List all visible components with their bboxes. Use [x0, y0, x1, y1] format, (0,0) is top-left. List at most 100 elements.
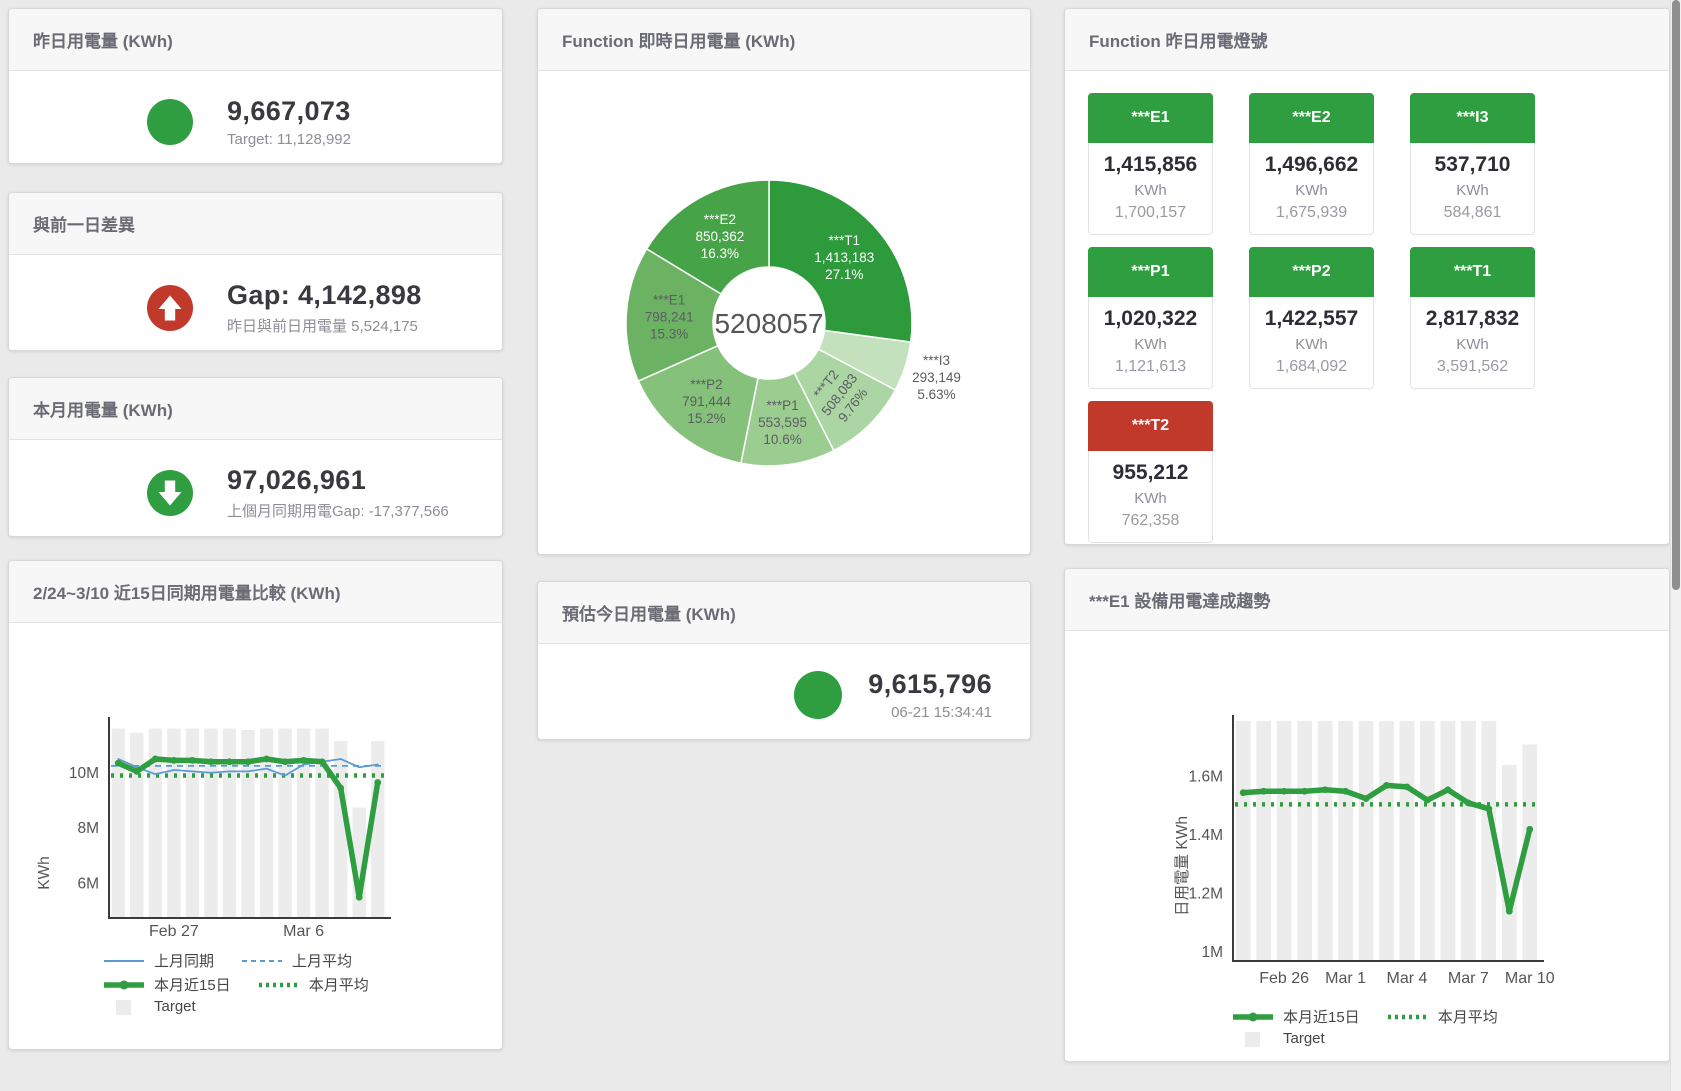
tile-unit: KWh	[1134, 336, 1167, 353]
x-tick-label: Mar 7	[1448, 970, 1489, 987]
data-point	[133, 768, 141, 775]
kpi-row: 97,026,961 上個月同期用電Gap: -17,377,566	[9, 440, 502, 546]
data-point	[1424, 796, 1431, 804]
target-bar	[1379, 721, 1394, 960]
legend-swatch-icon	[1387, 1014, 1428, 1019]
tile-unit: KWh	[1456, 182, 1489, 199]
card-title: 本月用電量 (KWh)	[9, 378, 502, 440]
target-bar	[111, 728, 125, 917]
target-bar	[1522, 744, 1538, 960]
legend-item-本月平均[interactable]: 本月平均	[1387, 1006, 1498, 1027]
scrollbar-track[interactable]	[1670, 0, 1681, 1091]
tile-value: 2,817,832	[1425, 307, 1520, 330]
y-tick-label: 1M	[1201, 944, 1223, 961]
y-tick-label: 6M	[77, 875, 99, 892]
tile-target-value: 3,591,562	[1436, 358, 1509, 375]
tile-label: ***P2	[1249, 247, 1374, 297]
tile-target-value: 1,121,613	[1114, 358, 1187, 375]
data-point	[114, 759, 122, 767]
donut-slice-P2[interactable]	[637, 344, 759, 465]
target-bar	[1297, 721, 1313, 960]
tile-unit: KWh	[1134, 182, 1167, 199]
legend-swatch-icon	[1233, 1012, 1273, 1021]
target-bar	[1399, 721, 1415, 960]
data-point	[374, 779, 382, 786]
target-bar	[1358, 721, 1374, 960]
data-point	[1321, 786, 1329, 794]
legend-row: Target	[1233, 1030, 1669, 1047]
legend-item-本月平均[interactable]: 本月平均	[258, 974, 369, 995]
arrow-up-circle-icon	[147, 285, 193, 332]
data-point	[244, 758, 252, 766]
x-tick-label: Feb 26	[1259, 970, 1309, 987]
donut-slice-E1[interactable]	[625, 247, 723, 383]
target-bar	[222, 728, 237, 917]
card-title: 與前一日差異	[9, 193, 502, 255]
data-point	[1403, 783, 1411, 791]
kpi-subtitle: 昨日與前日用電量 5,524,175	[227, 318, 418, 336]
target-bar	[204, 728, 218, 917]
legend-swatch-icon	[104, 980, 144, 989]
tile-label: ***E2	[1249, 93, 1374, 143]
data-point	[1444, 786, 1452, 794]
data-point	[1239, 789, 1247, 797]
legend-swatch-icon	[104, 959, 144, 962]
tile-value: 537,710	[1434, 153, 1511, 176]
tile-value: 1,422,557	[1264, 307, 1359, 330]
donut-slice-label: ***E2 850,362 16.3%	[696, 212, 745, 261]
legend-item-本月近15日[interactable]: 本月近15日	[104, 974, 231, 995]
donut-center-total: 5208057	[714, 308, 823, 339]
data-point	[1383, 781, 1390, 789]
series-上月同期	[117, 758, 379, 777]
data-point	[1485, 805, 1493, 813]
card-month-usage: 本月用電量 (KWh) 97,026,961 上個月同期用電Gap: -17,3…	[8, 377, 503, 537]
legend-label: 上月同期	[154, 953, 215, 970]
target-bar	[167, 728, 181, 917]
kpi-value: 9,615,796	[868, 669, 992, 699]
data-point	[300, 756, 307, 764]
legend-item-本月近15日[interactable]: 本月近15日	[1233, 1006, 1360, 1027]
donut-slice-label: ***P1 553,595 10.6%	[758, 398, 807, 447]
card-compare-chart: 2/24~3/10 近15日同期用電量比較 (KWh) 6M 8M 10M Feb 2…	[8, 560, 503, 1050]
legend-item-上月平均[interactable]: 上月平均	[242, 950, 352, 971]
target-bar	[1317, 721, 1333, 960]
status-tile-T1: ***T1 2,817,832 KWh 3,591,562	[1410, 247, 1535, 389]
data-point	[1362, 795, 1370, 802]
donut-slice-label: ***T1 1,413,183 27.1%	[814, 233, 874, 282]
target-bar	[315, 728, 329, 917]
kpi-subtitle: Target: 11,128,992	[227, 131, 351, 149]
y-tick-label: 1.6M	[1189, 769, 1223, 786]
tile-label: ***T2	[1088, 401, 1213, 451]
x-tick-label: Mar 6	[283, 923, 324, 940]
y-axis-title: 日用電量 KWh	[1174, 816, 1191, 916]
legend-item-上月同期[interactable]: 上月同期	[104, 950, 214, 971]
tile-target-value: 1,675,939	[1275, 204, 1348, 221]
y-tick-label: 8M	[77, 820, 99, 837]
target-bar	[1501, 764, 1517, 960]
compare-line-chart: 6M 8M 10M Feb 27 Mar 6 KWh	[36, 717, 391, 940]
legend-row: 本月近15日 本月平均	[1233, 1006, 1669, 1027]
card-title: 昨日用電量 (KWh)	[9, 9, 502, 71]
legend-item-Target[interactable]: Target	[104, 998, 196, 1015]
donut-slice-label: ***E1 798,241 15.3%	[645, 293, 694, 342]
scrollbar-thumb[interactable]	[1672, 0, 1680, 590]
kpi-row: Gap: 4,142,898 昨日與前日用電量 5,524,175	[9, 255, 502, 361]
data-point	[1505, 907, 1513, 915]
tile-unit: KWh	[1295, 182, 1328, 199]
card-day-gap: 與前一日差異 Gap: 4,142,898 昨日與前日用電量 5,524,175	[8, 192, 503, 351]
data-point	[1280, 787, 1288, 795]
data-point	[1301, 787, 1309, 795]
donut-slice-T1[interactable]	[768, 179, 913, 343]
data-point	[1464, 799, 1472, 807]
tile-label: ***I3	[1410, 93, 1535, 143]
target-bar	[371, 740, 385, 917]
data-point	[189, 756, 196, 764]
tile-value: 1,496,662	[1264, 153, 1359, 176]
target-bar	[1440, 721, 1456, 960]
status-tile-I3: ***I3 537,710 KWh 584,861	[1410, 93, 1535, 235]
kpi-subtitle: 上個月同期用電Gap: -17,377,566	[227, 503, 449, 521]
donut-slice-E2[interactable]	[645, 179, 770, 296]
x-tick-label: Mar 4	[1387, 970, 1428, 987]
card-realtime-donut: Function 即時日用電量 (KWh) ***T1 1,413,183 27.1…	[537, 8, 1031, 555]
legend-item-Target[interactable]: Target	[1233, 1030, 1325, 1047]
